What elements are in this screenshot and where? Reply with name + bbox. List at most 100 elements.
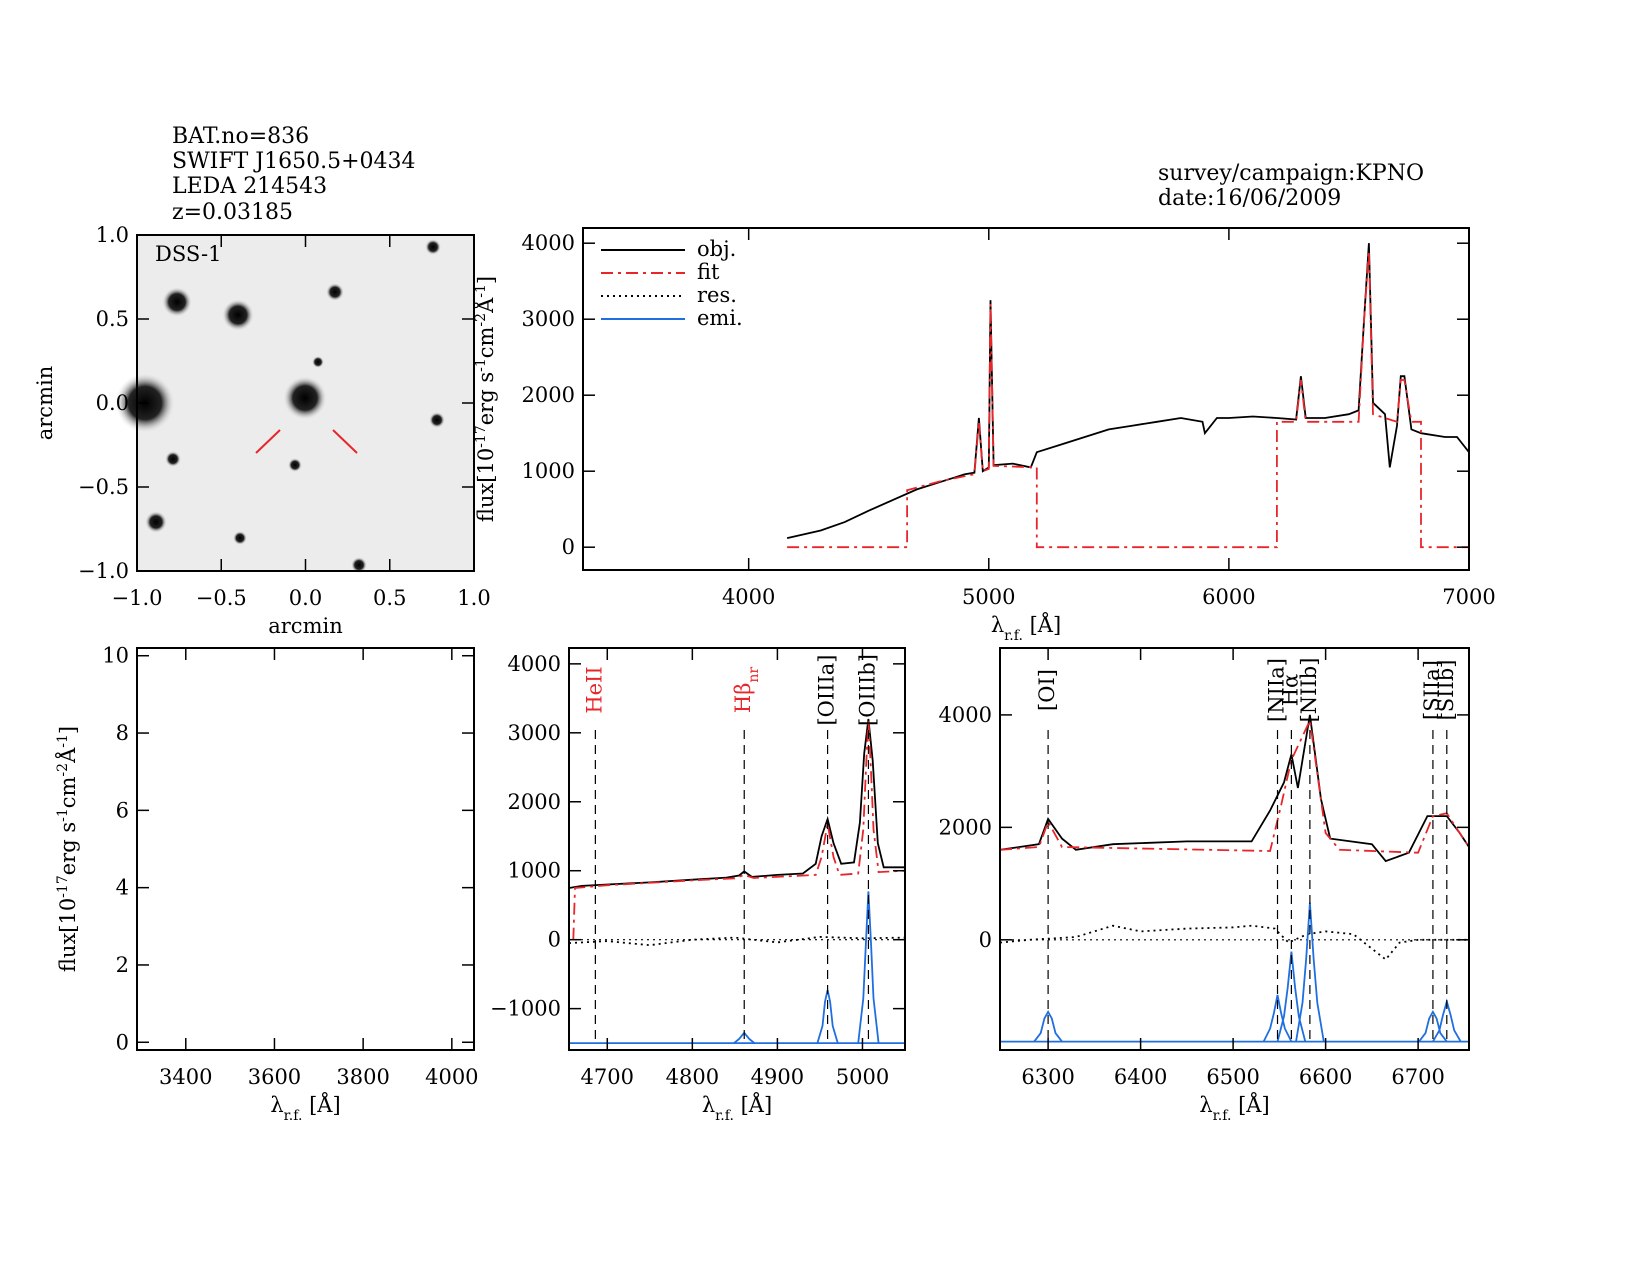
- series-line: [1000, 714, 1469, 863]
- line-marker-label-part: [NIIb]: [1297, 658, 1321, 723]
- panel: 4700 4800 4900 5000 −1000 0 1000 2000 3000 4000 λr…: [490, 647, 906, 1124]
- legend-label: obj.: [697, 237, 736, 261]
- y-axis-label: flux[10-17erg s-1cm-2Å-1]: [55, 726, 80, 972]
- x-tick-label: 6300: [1021, 1065, 1074, 1089]
- x-axis-label: λr.f. [Å]: [991, 612, 1061, 644]
- star: [288, 458, 302, 472]
- plot-frame: [568, 647, 906, 1051]
- x-tick-label: 6500: [1206, 1065, 1259, 1089]
- y-tick-label: −1000: [490, 997, 561, 1021]
- line-marker-label-part: [NIIa]: [1265, 658, 1289, 722]
- x-axis-label-part: [Å]: [1231, 1092, 1269, 1117]
- y-tick-label: −1.0: [78, 559, 129, 583]
- y-axis-label-part: -1: [473, 358, 489, 372]
- star: [162, 287, 192, 317]
- x-axis-label-part: arcmin: [268, 614, 342, 638]
- x-tick-label: 6400: [1114, 1065, 1167, 1089]
- x-tick-label: 0.0: [289, 586, 322, 610]
- y-axis-label-part: -1: [473, 284, 489, 298]
- y-axis-label-part: -2: [55, 763, 71, 777]
- y-axis-label: flux[10-17erg s-1cm-2Å-1]: [473, 276, 498, 522]
- y-tick-label: 2: [116, 953, 129, 977]
- x-tick-label: 1.0: [457, 586, 490, 610]
- line-marker-label-part: [OIIIa]: [815, 654, 839, 725]
- observation-info: date:16/06/2009: [1158, 186, 1341, 211]
- y-tick-label: 0: [548, 928, 561, 952]
- y-tick-label: 3000: [508, 721, 561, 745]
- plot-area: [1000, 714, 1469, 1043]
- series-line: [569, 935, 905, 947]
- y-axis-label-part: -1: [55, 734, 71, 748]
- y-tick-label: 1000: [508, 859, 561, 883]
- object-info: BAT.no=836: [172, 124, 309, 149]
- y-tick-label: 8: [116, 721, 129, 745]
- galaxy: [283, 376, 327, 420]
- emission-component: [1033, 1009, 1063, 1043]
- y-tick-label: 1000: [522, 459, 575, 483]
- y-tick-label: 6: [116, 798, 129, 822]
- x-tick-label: 6700: [1391, 1065, 1444, 1089]
- x-tick-label: 5000: [836, 1065, 889, 1089]
- target-marker: [255, 429, 281, 454]
- series-line: [572, 718, 905, 940]
- x-tick-label: 3600: [248, 1065, 301, 1089]
- plot-frame: [136, 234, 475, 572]
- plot-frame: [136, 647, 475, 1051]
- emission-component: [1262, 994, 1293, 1043]
- x-tick-label: 5000: [962, 585, 1015, 609]
- plot-area: [569, 718, 905, 1044]
- y-axis-label: arcmin: [33, 366, 57, 440]
- star: [165, 451, 181, 467]
- x-tick-label: 4000: [425, 1065, 478, 1089]
- x-axis-label-part: λ: [270, 1093, 283, 1117]
- star: [351, 557, 367, 573]
- y-axis-label-part: -1: [55, 808, 71, 822]
- panel: 6300 6400 6500 6600 6700 0 2000 4000 λr.f. [Å] [O…: [939, 647, 1470, 1124]
- x-axis-label-part: r.f.: [1213, 1108, 1232, 1124]
- y-axis-label-part: ]: [56, 726, 80, 734]
- star: [312, 356, 324, 368]
- y-tick-label: 0: [116, 1030, 129, 1054]
- y-tick-label: 0.5: [96, 307, 129, 331]
- x-tick-label: 3800: [336, 1065, 389, 1089]
- series-line: [1000, 717, 1469, 854]
- legend-label: res.: [697, 283, 737, 307]
- y-axis-label-part: cm: [474, 326, 498, 358]
- x-tick-label: −1.0: [112, 586, 163, 610]
- line-marker-label: [NIIa]: [1265, 658, 1289, 722]
- line-marker-label-part: HeII: [582, 666, 606, 713]
- star: [425, 239, 441, 255]
- line-marker-label: [OIIIa]: [815, 654, 839, 725]
- x-axis-label-part: [Å]: [302, 1092, 340, 1117]
- y-tick-label: 2000: [939, 815, 992, 839]
- series-line: [1000, 924, 1469, 961]
- y-tick-label: 10: [102, 644, 129, 668]
- y-tick-label: 3000: [522, 307, 575, 331]
- star: [145, 511, 167, 533]
- object-info: z=0.03185: [172, 200, 293, 225]
- plot-frame: [999, 647, 1470, 1051]
- y-tick-label: 4000: [522, 231, 575, 255]
- x-tick-label: 6000: [1202, 585, 1255, 609]
- emission-component: [857, 891, 880, 1044]
- legend-label: fit: [697, 260, 720, 284]
- line-marker-label: Hα: [1278, 674, 1302, 707]
- x-axis-label-part: r.f.: [715, 1108, 734, 1124]
- x-axis-label-part: λ: [1199, 1093, 1212, 1117]
- line-marker-label: [SIIb]: [1434, 660, 1458, 721]
- line-marker-label-part: Hα: [1278, 674, 1302, 707]
- series-line: [786, 243, 1469, 539]
- x-axis-label: λr.f. [Å]: [702, 1092, 772, 1124]
- x-axis-label-part: [Å]: [1023, 612, 1061, 637]
- emission-component: [1418, 1009, 1448, 1043]
- y-axis-label-part: cm: [56, 776, 80, 808]
- series-line: [787, 250, 1469, 549]
- x-axis-label-part: [Å]: [734, 1092, 772, 1117]
- y-axis-label-part: ]: [474, 276, 498, 284]
- star: [233, 531, 247, 545]
- x-tick-label: −0.5: [196, 586, 247, 610]
- x-tick-label: 4800: [666, 1065, 719, 1089]
